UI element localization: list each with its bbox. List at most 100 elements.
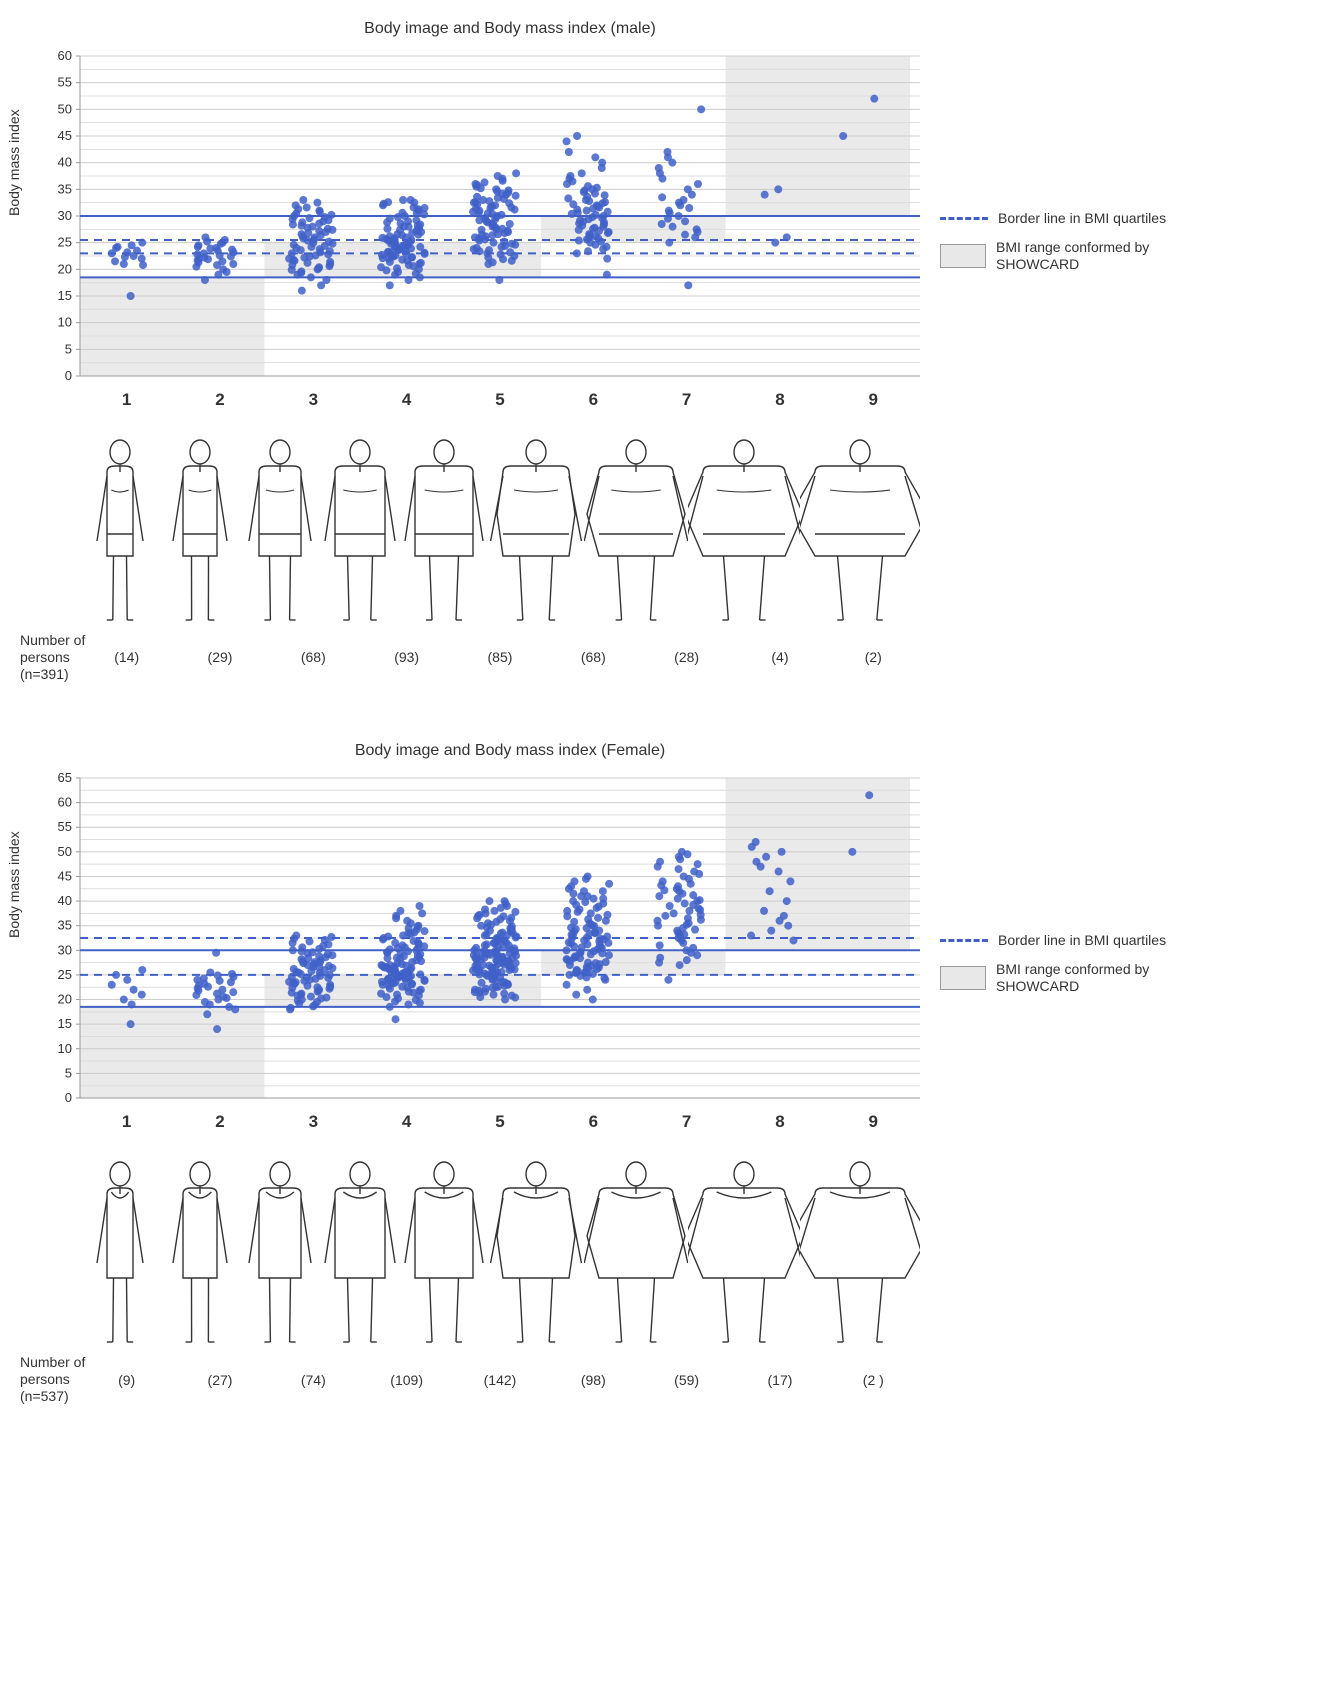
count-label: (4) [733,649,826,665]
legend-box-swatch-icon [940,966,986,990]
silhouette-cell [160,416,240,626]
counts-label-line1-male: Number of [20,632,85,648]
panel-female: Body image and Body mass index (Female) … [20,742,1306,1404]
x-category-label: 7 [640,1112,733,1132]
svg-text:30: 30 [58,943,72,958]
count-label: (2 ) [827,1372,920,1388]
legend-male: Border line in BMI quartiles BMI range c… [940,210,1196,284]
count-label: (2) [827,649,920,665]
x-category-label: 7 [640,390,733,410]
female-silhouette-7-icon [584,1158,688,1348]
count-label: (93) [360,649,453,665]
x-categories-male: 123456789 [80,390,920,410]
count-label: (68) [267,649,360,665]
female-silhouette-4-icon [320,1158,400,1348]
female-silhouette-9-icon [800,1158,920,1348]
x-category-label: 5 [453,1112,546,1132]
silhouette-cell [240,1138,320,1348]
male-silhouette-1-icon [85,436,155,626]
female-silhouette-6-icon [488,1158,584,1348]
silhouette-cell [688,416,800,626]
male-silhouette-9-icon [800,436,920,626]
x-category-label: 9 [827,1112,920,1132]
y-axis-label-male: Body mass index [6,109,22,216]
female-silhouette-1-icon [85,1158,155,1348]
legend-dash-swatch-icon [940,939,988,942]
svg-text:20: 20 [58,261,72,276]
silhouette-cell [800,1138,920,1348]
male-silhouette-5-icon [400,436,488,626]
male-silhouette-6-icon [488,436,584,626]
female-silhouette-5-icon [400,1158,488,1348]
svg-text:45: 45 [58,128,72,143]
x-category-label: 4 [360,390,453,410]
svg-text:0: 0 [65,1090,72,1105]
silhouette-cell [320,1138,400,1348]
x-category-label: 3 [267,390,360,410]
chart-title-male: Body image and Body mass index (male) [100,20,920,38]
svg-text:25: 25 [58,967,72,982]
count-label: (142) [453,1372,546,1388]
svg-text:25: 25 [58,235,72,250]
svg-text:40: 40 [58,893,72,908]
silhouettes-male [80,416,920,626]
legend-dash-text-female: Border line in BMI quartiles [998,932,1166,949]
count-label: (59) [640,1372,733,1388]
counts-row-male: Number of persons (n=391) (14)(29)(68)(9… [20,632,920,682]
female-silhouette-2-icon [165,1158,235,1348]
svg-text:10: 10 [58,1041,72,1056]
count-label: (74) [267,1372,360,1388]
x-category-label: 1 [80,1112,173,1132]
legend-box-text-female: BMI range conformed by SHOWCARD [996,961,1196,995]
silhouette-cell [240,416,320,626]
count-label: (28) [640,649,733,665]
counts-row-female: Number of persons (n=537) (9)(27)(74)(10… [20,1354,920,1404]
male-silhouette-4-icon [320,436,400,626]
x-category-label: 2 [173,390,266,410]
silhouette-cell [80,1138,160,1348]
svg-text:45: 45 [58,869,72,884]
svg-text:10: 10 [58,315,72,330]
svg-text:40: 40 [58,155,72,170]
count-label: (27) [173,1372,266,1388]
silhouette-cell [80,416,160,626]
legend-female: Border line in BMI quartiles BMI range c… [940,932,1196,1006]
silhouette-cell [584,416,688,626]
counts-label-line2-male: persons (n=391) [20,649,70,682]
silhouette-cell [320,416,400,626]
counts-label-line2-female: persons (n=537) [20,1371,70,1404]
x-category-label: 3 [267,1112,360,1132]
svg-text:0: 0 [65,368,72,383]
panel-male: Body image and Body mass index (male) Bo… [20,20,1306,682]
x-category-label: 1 [80,390,173,410]
silhouette-cell [488,416,584,626]
svg-text:65: 65 [58,770,72,785]
count-label: (109) [360,1372,453,1388]
legend-box-text-male: BMI range conformed by SHOWCARD [996,239,1196,273]
chart-wrap-male: Body mass index 051015202530354045505560 [20,46,920,386]
legend-row-box-female: BMI range conformed by SHOWCARD [940,961,1196,995]
x-category-label: 8 [733,390,826,410]
svg-text:20: 20 [58,992,72,1007]
chart-title-female: Body image and Body mass index (Female) [100,742,920,760]
legend-row-dash-female: Border line in BMI quartiles [940,932,1196,949]
legend-box-swatch-icon [940,244,986,268]
x-category-label: 6 [547,390,640,410]
x-categories-female: 123456789 [80,1112,920,1132]
silhouette-cell [688,1138,800,1348]
svg-text:15: 15 [58,1017,72,1032]
counts-cells-female: (9)(27)(74)(109)(142)(98)(59)(17)(2 ) [80,1372,920,1388]
silhouette-cell [400,1138,488,1348]
chart-wrap-female: Body mass index 051015202530354045505560… [20,768,920,1108]
x-category-label: 5 [453,390,546,410]
legend-row-box-male: BMI range conformed by SHOWCARD [940,239,1196,273]
svg-text:50: 50 [58,844,72,859]
x-category-label: 6 [547,1112,640,1132]
counts-cells-male: (14)(29)(68)(93)(85)(68)(28)(4)(2) [80,649,920,665]
x-category-label: 4 [360,1112,453,1132]
chart-svg-female: 05101520253035404550556065 [20,768,920,1108]
male-silhouette-8-icon [688,436,800,626]
male-silhouette-7-icon [584,436,688,626]
count-label: (9) [80,1372,173,1388]
silhouette-cell [488,1138,584,1348]
